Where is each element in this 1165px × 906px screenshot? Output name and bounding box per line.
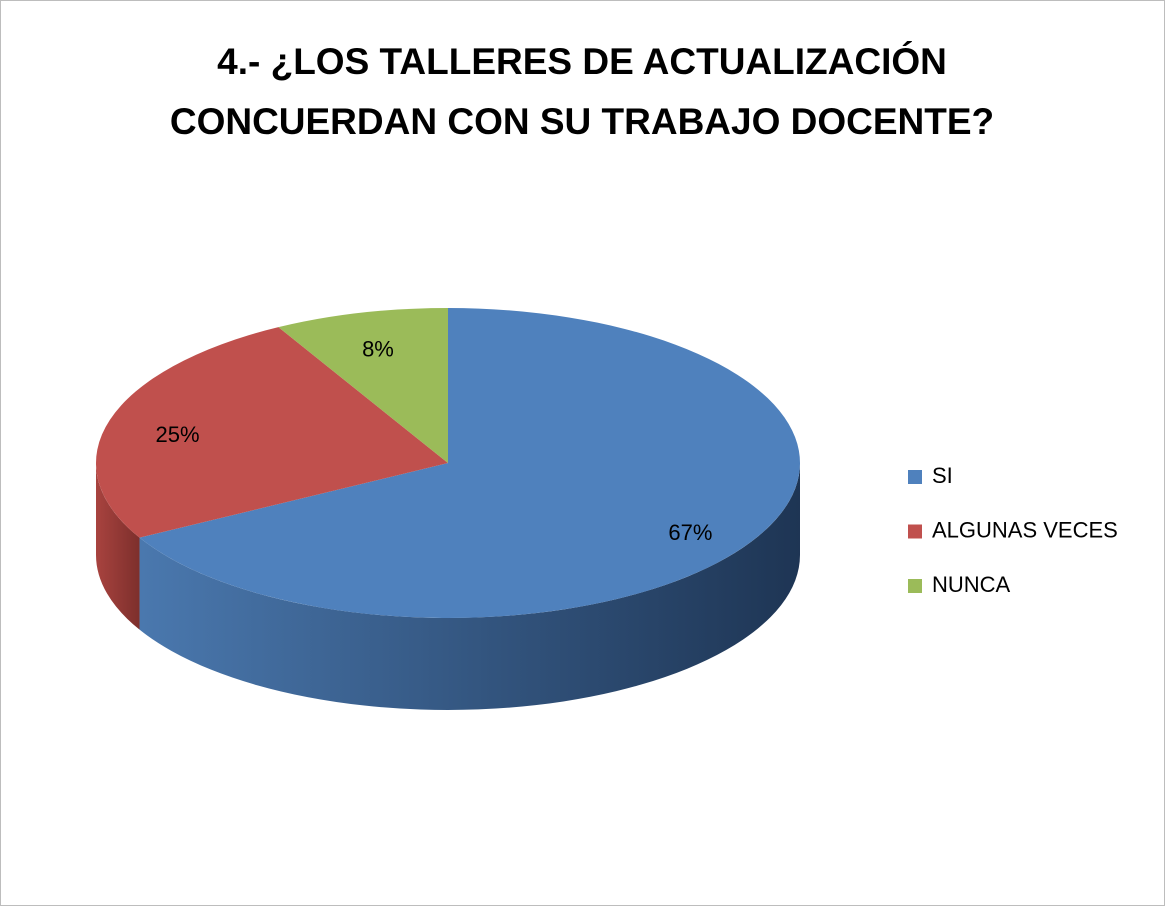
data-label: 67% <box>668 520 712 545</box>
legend-label: NUNCA <box>932 572 1011 597</box>
data-label: 8% <box>362 337 394 362</box>
slice-side <box>139 463 801 710</box>
slice-side <box>96 463 140 630</box>
legend-swatch <box>908 524 922 539</box>
legend-label: SI <box>932 463 953 488</box>
legend-label: ALGUNAS VECES <box>932 517 1118 542</box>
slice <box>278 308 448 463</box>
chart-title: 4.- ¿LOS TALLERES DE ACTUALIZACIÓN CONCU… <box>169 41 995 142</box>
legend-swatch <box>908 470 922 484</box>
legend-swatch <box>908 579 922 593</box>
slice <box>139 308 801 618</box>
data-label: 25% <box>156 422 200 447</box>
slice <box>95 327 448 538</box>
